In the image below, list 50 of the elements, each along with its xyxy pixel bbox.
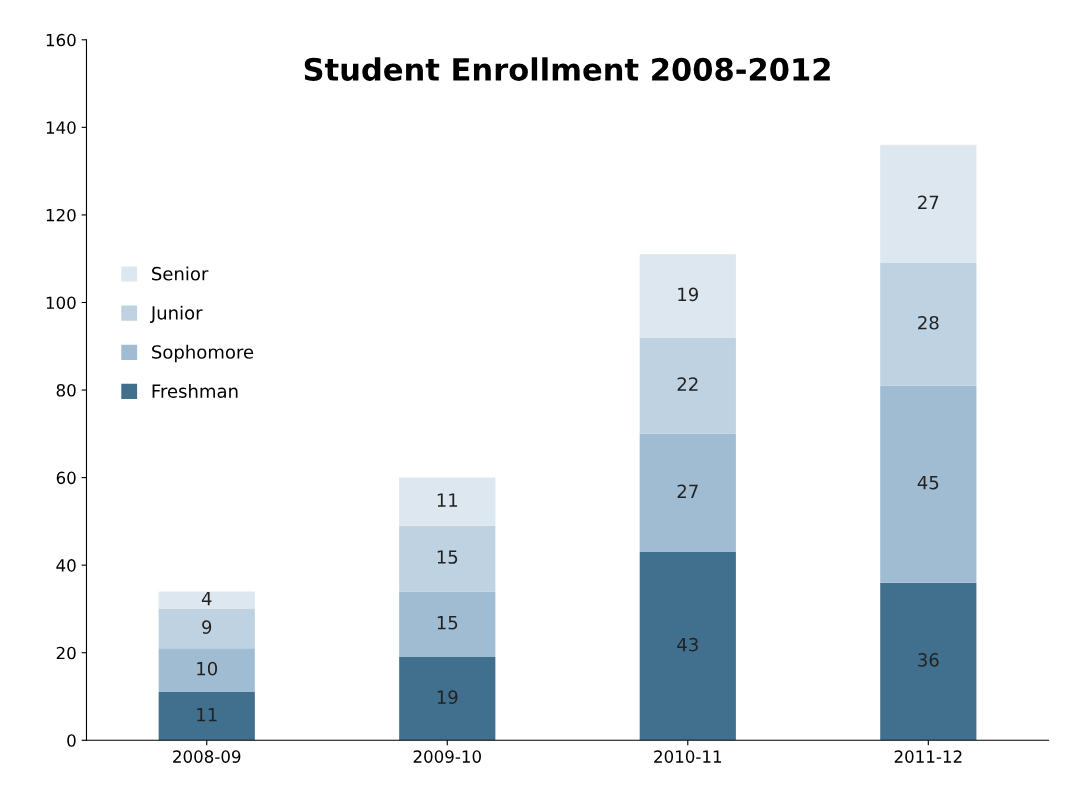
y-tick-label: 100 [46,296,76,310]
bar [880,263,977,386]
x-tick-label: 2011-12 [894,750,962,763]
data-label: 27 [918,195,939,209]
data-label: 10 [197,661,218,676]
y-tick-label: 40 [56,559,76,572]
data-label: 27 [677,484,698,498]
data-label: 45 [917,475,939,490]
y-tick-label: 60 [56,471,76,485]
y-tick-label: 120 [46,208,76,222]
bar [158,591,255,609]
data-label: 19 [678,287,698,302]
legend-label: Junior [149,305,203,324]
y-tick-label: 20 [56,646,76,660]
data-label: 43 [677,637,698,652]
bar [399,477,496,526]
data-label: 15 [437,616,458,630]
y-tick-label: 80 [56,384,76,397]
bar [639,552,736,741]
y-tick-label: 0 [67,734,76,747]
bar [880,144,977,264]
legend-label: Senior [152,266,209,281]
bar [399,591,496,658]
bar [399,657,496,741]
data-label: 15 [437,550,458,564]
data-label: 36 [918,653,939,667]
legend-label: Freshman [152,383,238,398]
data-label: 9 [202,620,212,634]
data-label: 22 [677,377,698,391]
bar [639,254,736,338]
x-tick-label: 2010-11 [654,750,722,763]
bar [158,692,255,741]
data-label: 4 [201,592,212,606]
bar [639,337,736,434]
data-label: 19 [437,690,458,704]
bar [399,525,496,592]
chart-title: Student Enrollment 2008-2012 [304,57,830,81]
bar [158,648,255,693]
bar [639,433,736,553]
y-tick-label: 140 [46,121,76,134]
data-label: 11 [437,493,458,507]
bar [880,385,977,583]
bar [158,608,255,649]
legend-label: Sophomore [152,344,254,363]
data-label: 28 [918,315,939,330]
x-tick-label: 2008-09 [173,750,241,763]
x-tick-label: 2009-10 [413,750,481,763]
data-label: 11 [197,708,217,722]
y-tick-label: 160 [46,33,76,47]
bar [880,582,977,741]
